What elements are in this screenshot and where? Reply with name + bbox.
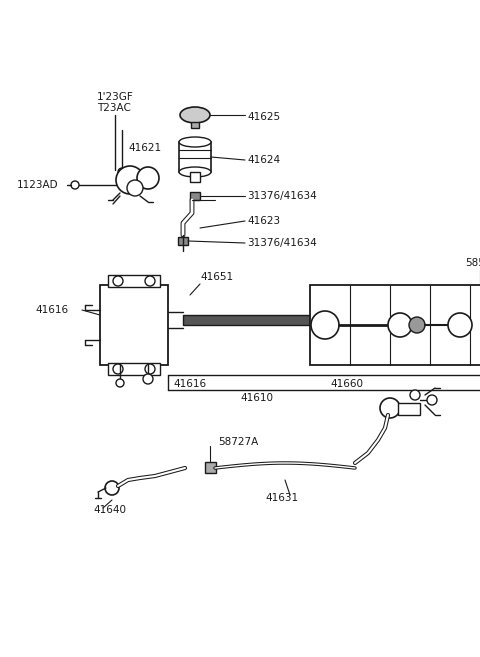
Circle shape [118,168,126,176]
Bar [190,192,200,200]
Text: 41623: 41623 [247,216,280,226]
Circle shape [388,313,412,337]
Text: 31376/41634: 31376/41634 [247,191,317,201]
Circle shape [448,313,472,337]
Text: 41651: 41651 [200,272,233,282]
Text: 41640: 41640 [93,505,126,515]
Bar [183,315,310,325]
Text: 58581: 58581 [465,258,480,268]
Circle shape [380,398,400,418]
Circle shape [409,317,425,333]
Ellipse shape [180,107,210,123]
Text: 1'23GF: 1'23GF [97,92,134,102]
Text: 58727A: 58727A [218,437,258,447]
Circle shape [410,390,420,400]
Text: 41610: 41610 [240,393,273,403]
Bar [310,285,480,365]
Text: 41625: 41625 [247,112,280,122]
Bar [179,142,211,172]
Text: 1123AD: 1123AD [17,180,59,190]
Circle shape [71,181,79,189]
Bar [190,172,200,182]
Circle shape [311,311,339,339]
Text: 31376/41634: 31376/41634 [247,238,317,248]
Bar [100,285,168,365]
Circle shape [113,276,123,286]
Bar [191,122,199,128]
Text: T23AC: T23AC [97,103,131,113]
Text: 41624: 41624 [247,155,280,165]
Bar [108,363,160,375]
Circle shape [143,374,153,384]
Bar [108,275,160,287]
Ellipse shape [179,167,211,177]
Text: 41631: 41631 [265,493,298,503]
Circle shape [116,379,124,387]
Text: 41660: 41660 [330,379,363,389]
Circle shape [116,166,144,194]
Text: 41616: 41616 [173,379,206,389]
Text: 41621: 41621 [128,143,161,153]
Circle shape [145,364,155,374]
Circle shape [145,276,155,286]
Bar [178,237,188,245]
Circle shape [113,364,123,374]
Circle shape [127,180,143,196]
Circle shape [105,481,119,495]
Text: 41616: 41616 [35,305,68,315]
Ellipse shape [179,137,211,147]
Circle shape [427,395,437,405]
Bar [205,462,216,473]
Bar [398,403,420,415]
Circle shape [137,167,159,189]
